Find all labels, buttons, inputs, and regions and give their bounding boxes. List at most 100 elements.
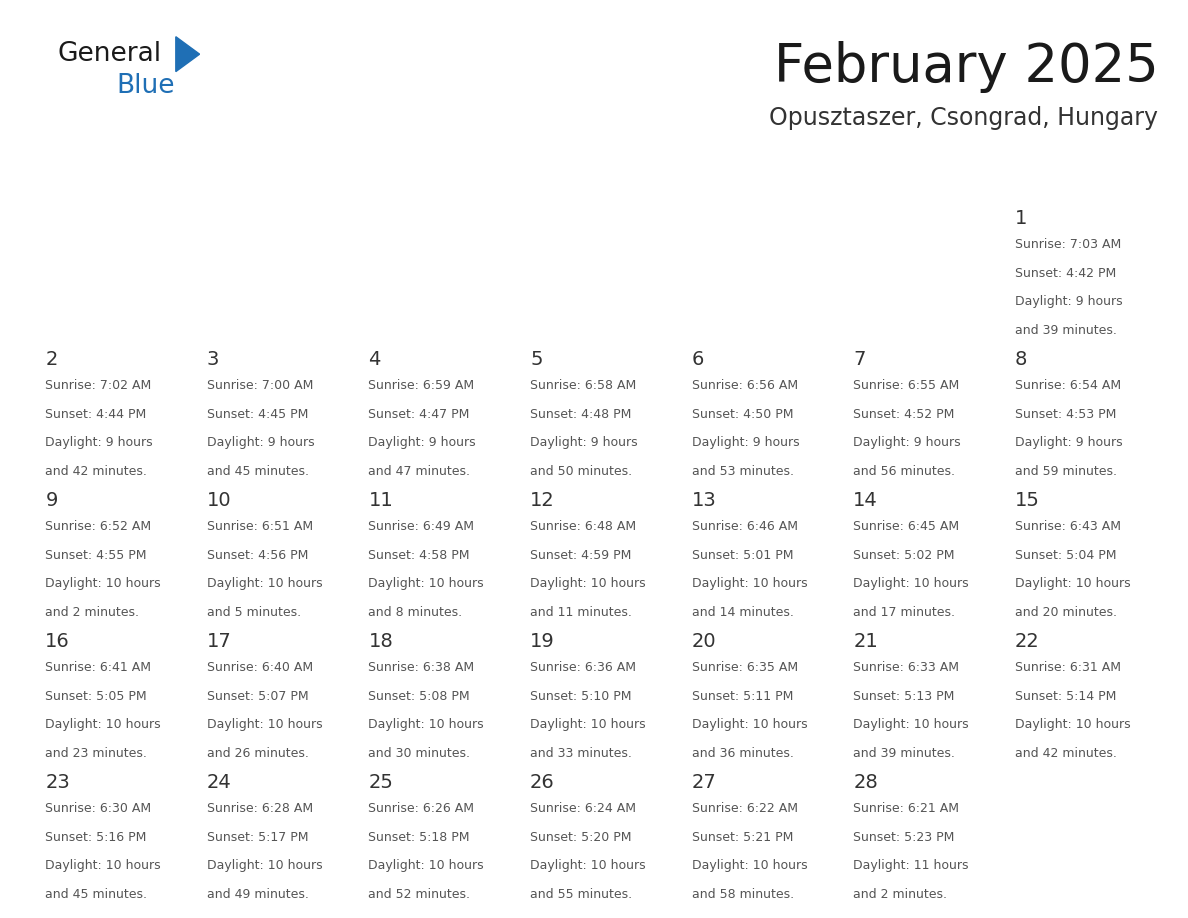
Text: Daylight: 9 hours: Daylight: 9 hours (207, 436, 315, 450)
Text: Daylight: 9 hours: Daylight: 9 hours (1015, 296, 1123, 308)
Text: Daylight: 10 hours: Daylight: 10 hours (45, 719, 160, 732)
Text: Sunrise: 6:41 AM: Sunrise: 6:41 AM (45, 661, 151, 674)
Text: and 2 minutes.: and 2 minutes. (853, 889, 947, 901)
Text: Sunset: 4:53 PM: Sunset: 4:53 PM (1015, 408, 1116, 420)
Text: and 23 minutes.: and 23 minutes. (45, 747, 147, 760)
Text: and 26 minutes.: and 26 minutes. (207, 747, 309, 760)
Text: and 52 minutes.: and 52 minutes. (368, 889, 470, 901)
Text: Daylight: 11 hours: Daylight: 11 hours (853, 859, 968, 872)
Text: and 58 minutes.: and 58 minutes. (691, 889, 794, 901)
Text: Daylight: 10 hours: Daylight: 10 hours (530, 577, 645, 590)
Text: and 33 minutes.: and 33 minutes. (530, 747, 632, 760)
Text: Daylight: 10 hours: Daylight: 10 hours (853, 719, 968, 732)
Text: Sunset: 5:20 PM: Sunset: 5:20 PM (530, 831, 632, 844)
Text: 8: 8 (1015, 351, 1028, 369)
Text: Daylight: 9 hours: Daylight: 9 hours (45, 436, 153, 450)
Text: Sunset: 5:04 PM: Sunset: 5:04 PM (1015, 549, 1117, 562)
Text: and 2 minutes.: and 2 minutes. (45, 607, 139, 620)
Text: Daylight: 10 hours: Daylight: 10 hours (368, 577, 484, 590)
Text: Sunrise: 6:24 AM: Sunrise: 6:24 AM (530, 801, 636, 814)
Text: and 45 minutes.: and 45 minutes. (207, 465, 309, 478)
Text: Sunset: 4:52 PM: Sunset: 4:52 PM (853, 408, 954, 420)
Text: 15: 15 (1015, 491, 1040, 510)
Text: 19: 19 (530, 633, 555, 652)
Text: Sunrise: 6:55 AM: Sunrise: 6:55 AM (853, 378, 960, 392)
Text: 3: 3 (207, 351, 220, 369)
Text: Monday: Monday (209, 174, 287, 191)
Text: Daylight: 10 hours: Daylight: 10 hours (530, 719, 645, 732)
Text: 20: 20 (691, 633, 716, 652)
Text: Daylight: 10 hours: Daylight: 10 hours (530, 859, 645, 872)
Text: Sunrise: 6:21 AM: Sunrise: 6:21 AM (853, 801, 959, 814)
Text: 12: 12 (530, 491, 555, 510)
Text: Daylight: 10 hours: Daylight: 10 hours (45, 577, 160, 590)
Text: Sunset: 5:14 PM: Sunset: 5:14 PM (1015, 689, 1116, 702)
Text: Daylight: 9 hours: Daylight: 9 hours (368, 436, 476, 450)
Text: Sunrise: 6:22 AM: Sunrise: 6:22 AM (691, 801, 797, 814)
Text: and 36 minutes.: and 36 minutes. (691, 747, 794, 760)
Text: Sunrise: 6:59 AM: Sunrise: 6:59 AM (368, 378, 474, 392)
Text: and 14 minutes.: and 14 minutes. (691, 607, 794, 620)
Text: Sunrise: 7:02 AM: Sunrise: 7:02 AM (45, 378, 152, 392)
Text: and 20 minutes.: and 20 minutes. (1015, 607, 1117, 620)
Text: and 42 minutes.: and 42 minutes. (45, 465, 147, 478)
Text: 24: 24 (207, 774, 232, 792)
Text: 28: 28 (853, 774, 878, 792)
Text: 18: 18 (368, 633, 393, 652)
Text: and 59 minutes.: and 59 minutes. (1015, 465, 1117, 478)
Text: Sunrise: 6:46 AM: Sunrise: 6:46 AM (691, 520, 797, 532)
Text: Daylight: 10 hours: Daylight: 10 hours (45, 859, 160, 872)
Text: Sunset: 4:58 PM: Sunset: 4:58 PM (368, 549, 470, 562)
Text: Sunrise: 6:56 AM: Sunrise: 6:56 AM (691, 378, 797, 392)
Text: 1: 1 (1015, 209, 1028, 229)
Text: 4: 4 (368, 351, 381, 369)
Text: 7: 7 (853, 351, 866, 369)
Text: Daylight: 10 hours: Daylight: 10 hours (1015, 577, 1130, 590)
Text: and 39 minutes.: and 39 minutes. (1015, 324, 1117, 337)
Text: 27: 27 (691, 774, 716, 792)
Text: Daylight: 10 hours: Daylight: 10 hours (691, 859, 807, 872)
Text: Sunset: 5:02 PM: Sunset: 5:02 PM (853, 549, 955, 562)
Text: Daylight: 10 hours: Daylight: 10 hours (1015, 719, 1130, 732)
Text: Daylight: 9 hours: Daylight: 9 hours (691, 436, 800, 450)
Text: 2: 2 (45, 351, 58, 369)
Text: Sunset: 5:21 PM: Sunset: 5:21 PM (691, 831, 792, 844)
Text: Sunrise: 6:54 AM: Sunrise: 6:54 AM (1015, 378, 1120, 392)
Text: Daylight: 9 hours: Daylight: 9 hours (530, 436, 638, 450)
Text: Sunrise: 6:52 AM: Sunrise: 6:52 AM (45, 520, 151, 532)
Text: Sunrise: 6:45 AM: Sunrise: 6:45 AM (853, 520, 959, 532)
Text: Sunset: 4:44 PM: Sunset: 4:44 PM (45, 408, 146, 420)
Text: Thursday: Thursday (694, 174, 786, 191)
Text: Daylight: 9 hours: Daylight: 9 hours (853, 436, 961, 450)
Text: and 56 minutes.: and 56 minutes. (853, 465, 955, 478)
Text: February 2025: February 2025 (773, 41, 1158, 94)
Text: Sunset: 5:13 PM: Sunset: 5:13 PM (853, 689, 954, 702)
Text: Daylight: 10 hours: Daylight: 10 hours (853, 577, 968, 590)
Text: Sunrise: 6:31 AM: Sunrise: 6:31 AM (1015, 661, 1120, 674)
Text: Opusztaszer, Csongrad, Hungary: Opusztaszer, Csongrad, Hungary (770, 106, 1158, 129)
Text: and 45 minutes.: and 45 minutes. (45, 889, 147, 901)
Text: Sunrise: 6:48 AM: Sunrise: 6:48 AM (530, 520, 636, 532)
Text: Sunrise: 6:38 AM: Sunrise: 6:38 AM (368, 661, 474, 674)
Text: Sunrise: 6:30 AM: Sunrise: 6:30 AM (45, 801, 151, 814)
Text: Daylight: 10 hours: Daylight: 10 hours (691, 719, 807, 732)
Text: Daylight: 10 hours: Daylight: 10 hours (207, 719, 322, 732)
Text: Sunset: 4:45 PM: Sunset: 4:45 PM (207, 408, 308, 420)
Text: and 8 minutes.: and 8 minutes. (368, 607, 462, 620)
Text: Sunset: 4:56 PM: Sunset: 4:56 PM (207, 549, 308, 562)
Text: Daylight: 9 hours: Daylight: 9 hours (1015, 436, 1123, 450)
Text: and 42 minutes.: and 42 minutes. (1015, 747, 1117, 760)
Text: and 17 minutes.: and 17 minutes. (853, 607, 955, 620)
Text: Sunrise: 6:40 AM: Sunrise: 6:40 AM (207, 661, 312, 674)
Text: 26: 26 (530, 774, 555, 792)
Text: Daylight: 10 hours: Daylight: 10 hours (691, 577, 807, 590)
Text: 22: 22 (1015, 633, 1040, 652)
Text: Tuesday: Tuesday (371, 174, 453, 191)
Text: Sunrise: 6:35 AM: Sunrise: 6:35 AM (691, 661, 797, 674)
Text: Sunset: 5:23 PM: Sunset: 5:23 PM (853, 831, 954, 844)
Text: Sunset: 4:55 PM: Sunset: 4:55 PM (45, 549, 147, 562)
Text: 16: 16 (45, 633, 70, 652)
Text: Sunset: 5:16 PM: Sunset: 5:16 PM (45, 831, 146, 844)
Text: 10: 10 (207, 491, 232, 510)
Text: and 30 minutes.: and 30 minutes. (368, 747, 470, 760)
